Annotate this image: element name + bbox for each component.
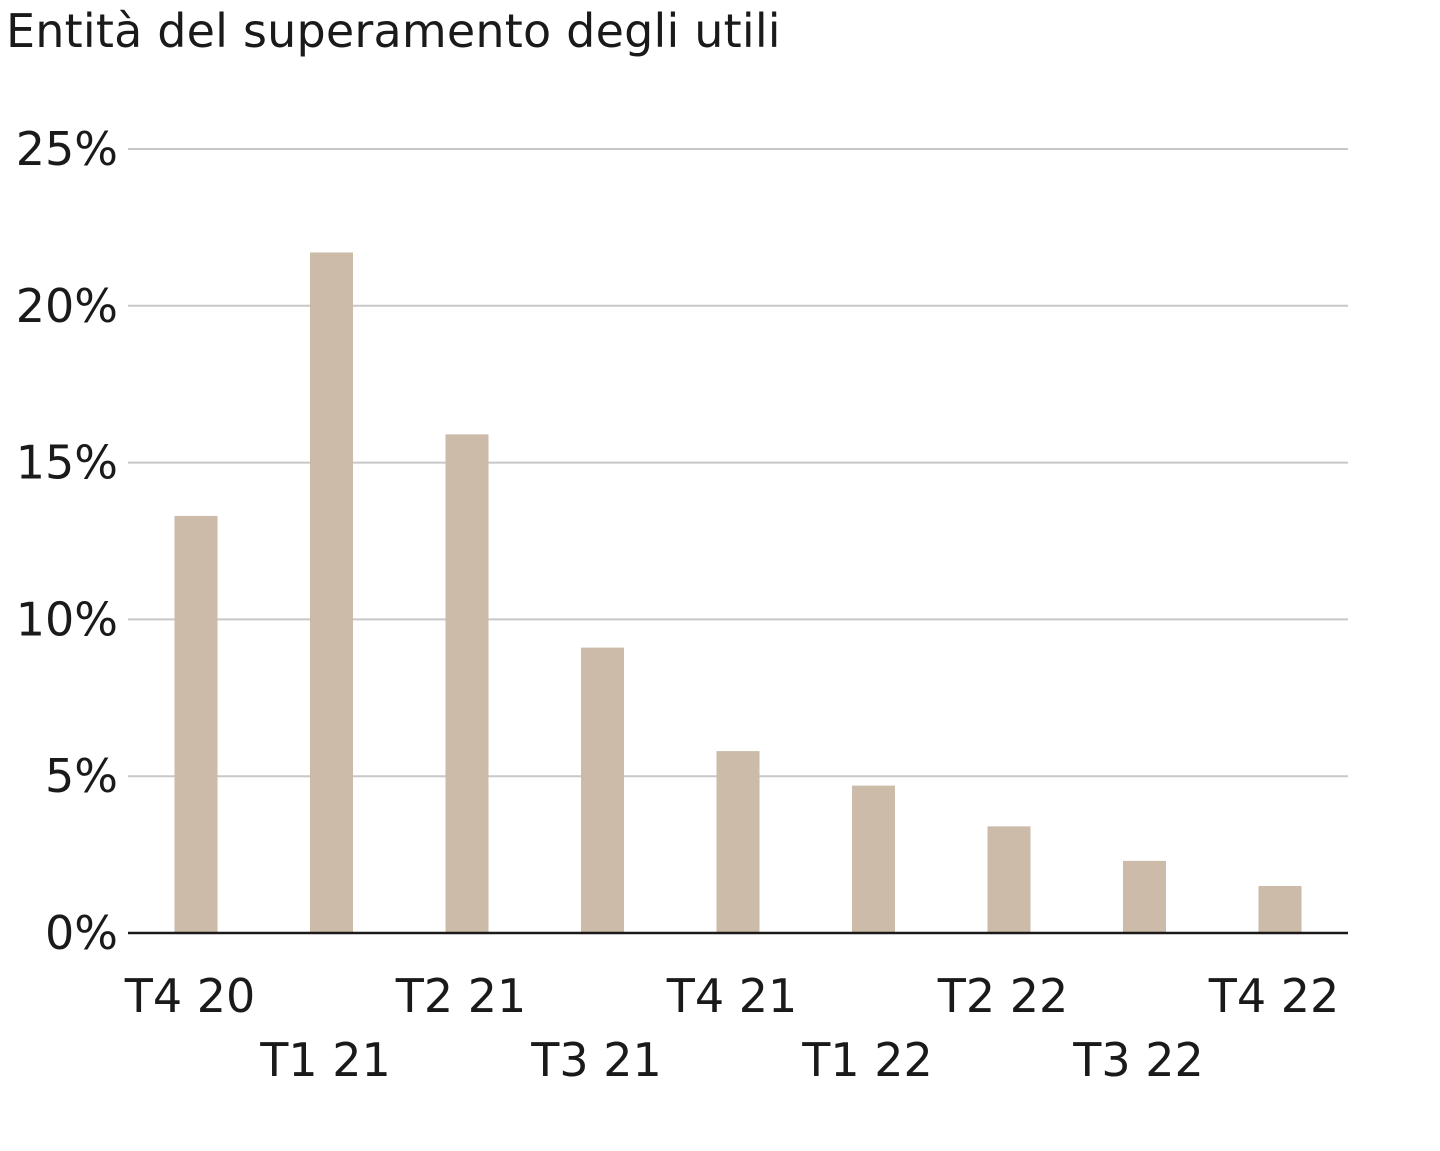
y-tick-label: 20% — [16, 279, 118, 333]
bar — [1258, 885, 1302, 933]
x-tick-label: T2 21 — [395, 969, 527, 1023]
x-tick-label: T1 21 — [259, 1033, 391, 1087]
bar — [1123, 860, 1166, 933]
x-tick-label: T4 21 — [666, 969, 798, 1023]
bar — [174, 515, 218, 933]
x-tick-label: T3 21 — [530, 1033, 662, 1087]
y-tick-label: 15% — [16, 436, 118, 490]
y-tick-label: 25% — [16, 122, 118, 176]
y-tick-label: 5% — [45, 749, 118, 803]
y-tick-label: 0% — [45, 906, 118, 960]
bar — [716, 751, 760, 933]
x-tick-label: T2 22 — [937, 969, 1069, 1023]
bar — [581, 647, 624, 933]
y-axis-tick-labels: 0% 5% 10% 15% 20% 25% — [16, 122, 118, 960]
x-tick-label: T4 22 — [1208, 969, 1340, 1023]
bar — [852, 785, 895, 933]
bar — [310, 252, 353, 933]
x-tick-label: T3 22 — [1072, 1033, 1204, 1087]
x-tick-label: T4 20 — [124, 969, 256, 1023]
bars — [174, 252, 1302, 933]
x-tick-label: T1 22 — [801, 1033, 933, 1087]
bar — [987, 826, 1031, 933]
chart-title: Entità del superamento degli utili — [6, 4, 781, 58]
y-tick-label: 10% — [16, 592, 118, 646]
bar — [445, 434, 489, 933]
